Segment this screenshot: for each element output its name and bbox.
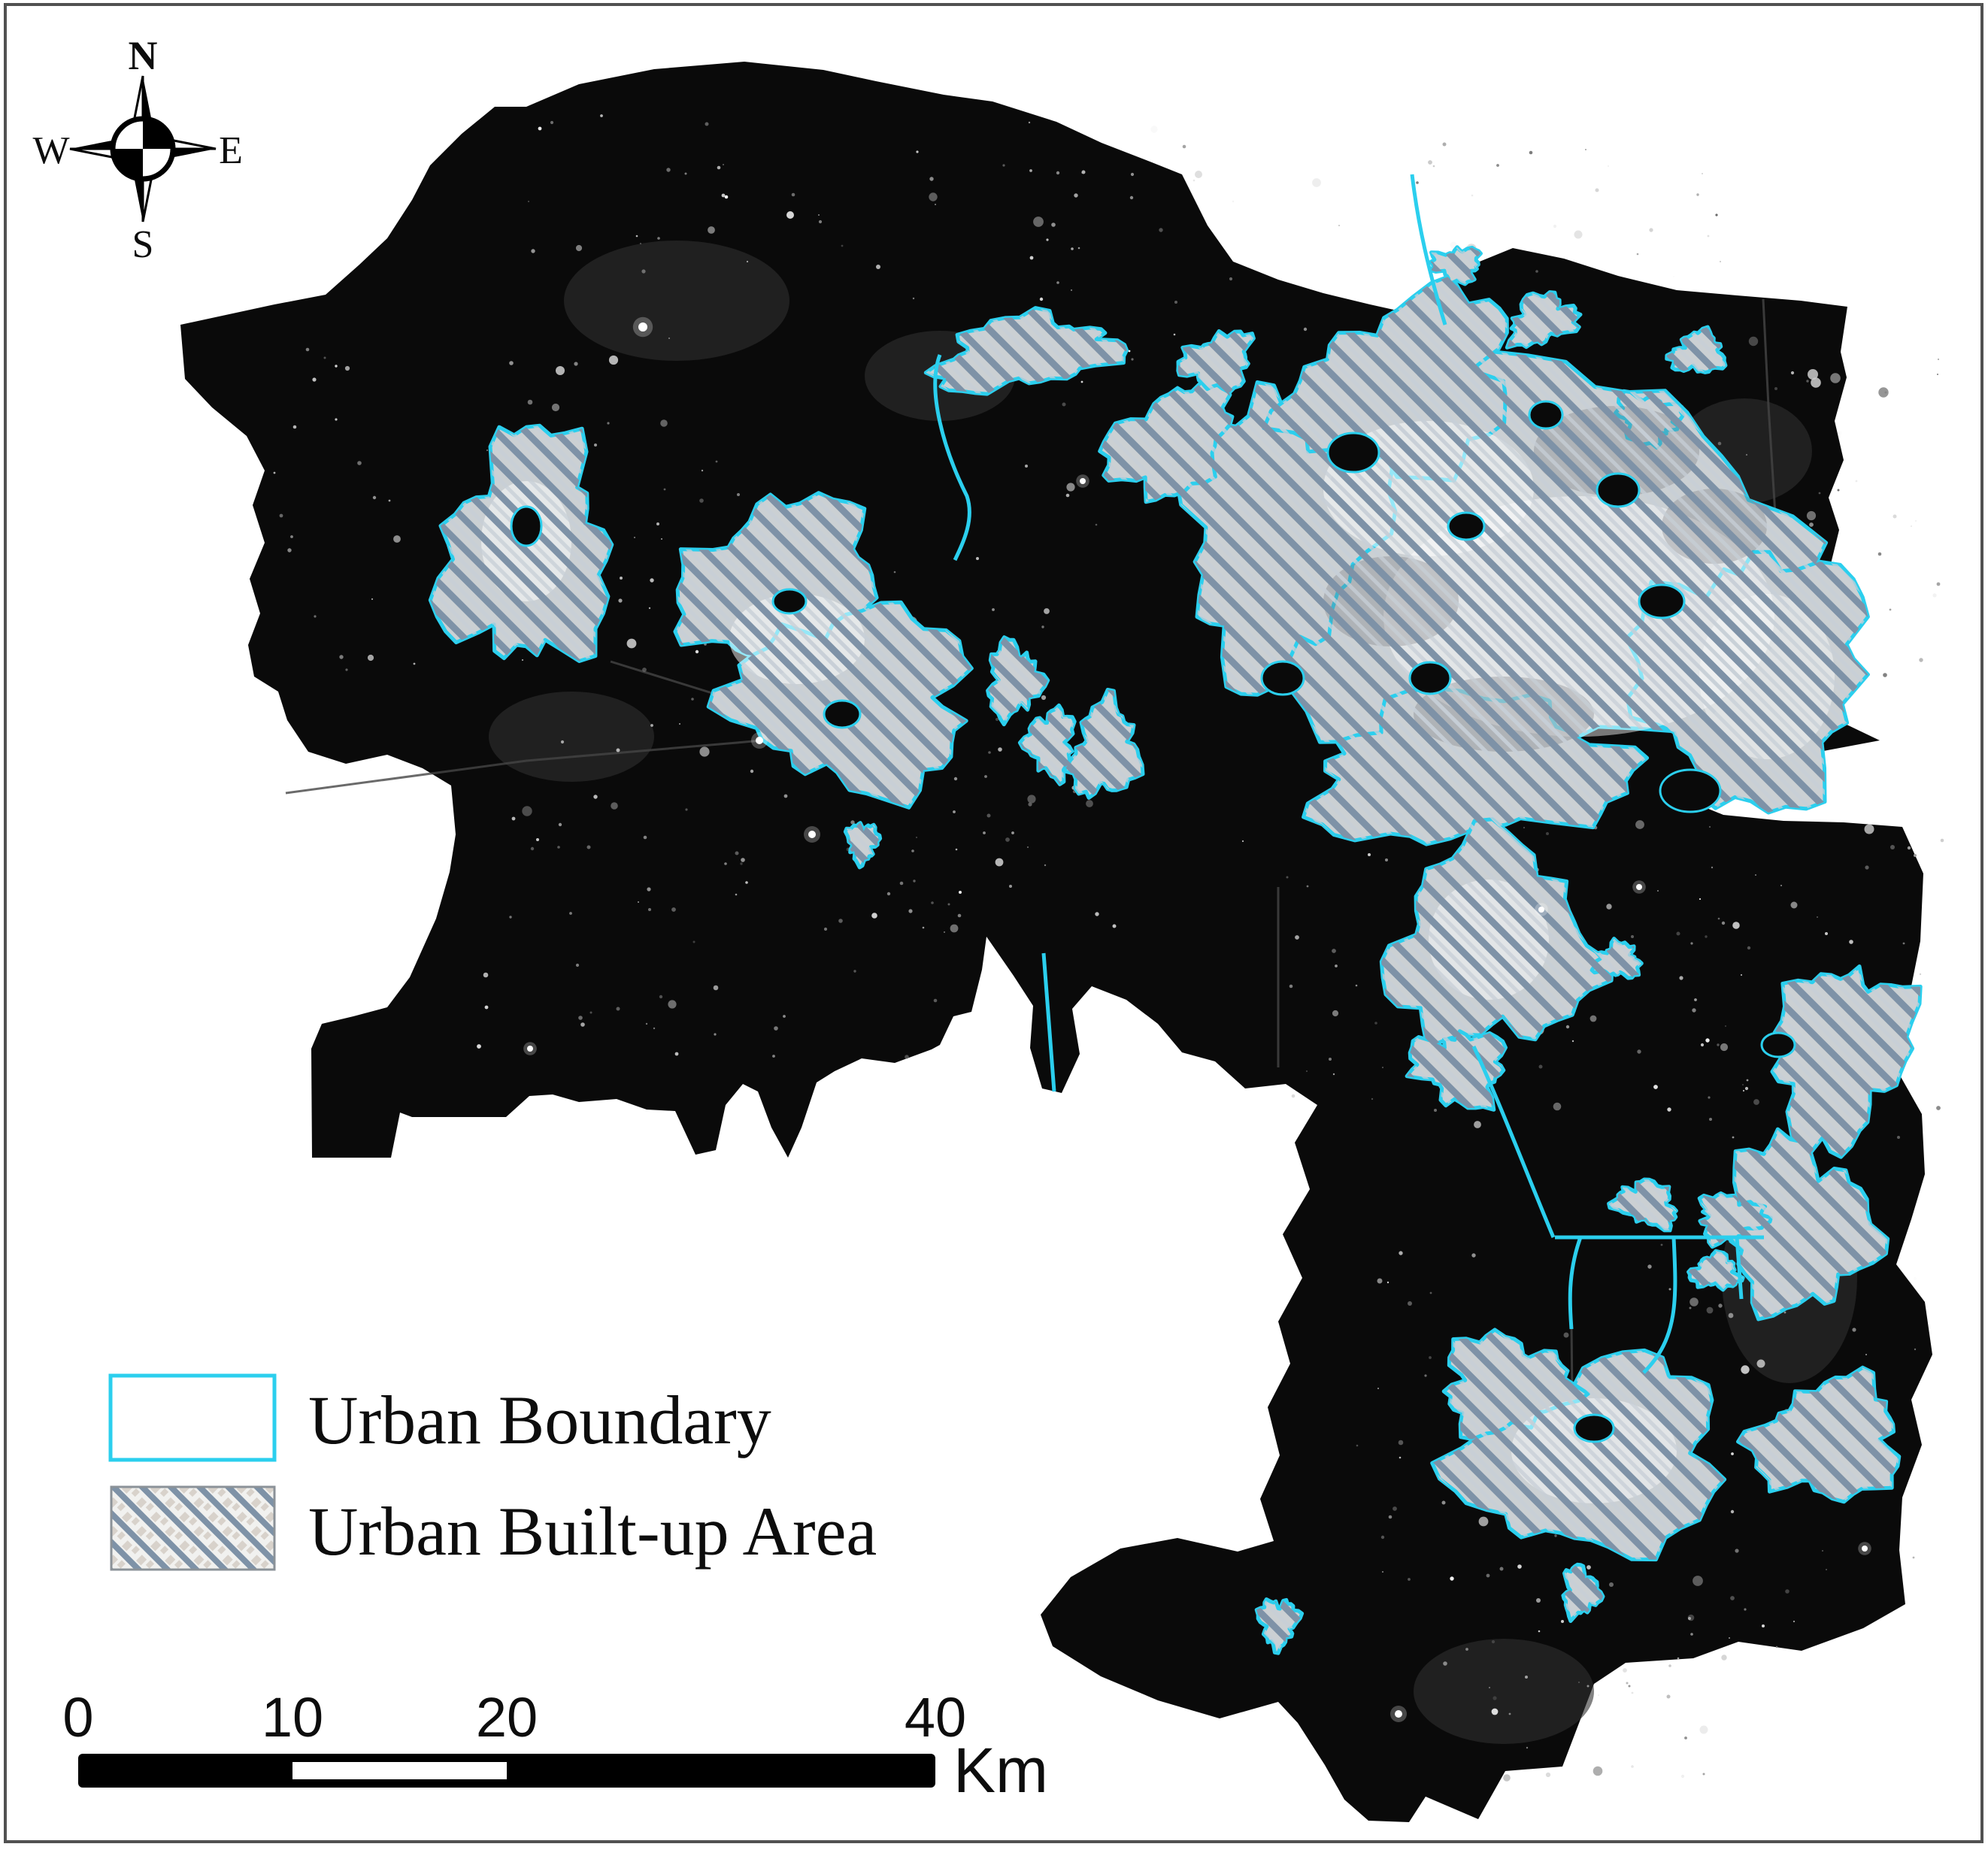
- urban-boundary-line: [1471, 1045, 1556, 1238]
- legend-label-urban-built-up-area: Urban Built-up Area: [308, 1493, 877, 1570]
- compass-rose-icon: N E S W: [32, 33, 242, 266]
- urban-boundary-line: [1041, 952, 1056, 1092]
- urban-area-holes: [510, 400, 1796, 1443]
- scale-bar-white-segment: [292, 1762, 507, 1779]
- urban-hatch-overlays: [430, 247, 1921, 1654]
- urban-boundary-line: [1735, 1237, 1744, 1300]
- urban-boundary-line: [1568, 1237, 1583, 1330]
- legend-label-urban-boundary: Urban Boundary: [308, 1382, 771, 1458]
- legend: Urban Boundary Urban Built-up Area: [108, 1373, 877, 1571]
- urban-boundary-line: [1410, 174, 1447, 325]
- scale-tick-0: 0: [62, 1686, 93, 1748]
- urban-boundary-line: [933, 354, 971, 562]
- compass-east-label: E: [219, 129, 243, 172]
- scale-tick-20: 20: [476, 1686, 538, 1748]
- figure-frame: [4, 3, 1983, 1843]
- legend-swatch-urban-built-up-area: [110, 1485, 276, 1571]
- compass-south-label: S: [132, 223, 154, 266]
- scale-bar: 0 10 20 40 Km: [62, 1686, 1048, 1806]
- bright-dots-layer: [523, 316, 1871, 1722]
- compass-north-label: N: [129, 33, 158, 78]
- urban-boundary-lines: [933, 174, 1764, 1374]
- legend-swatch-urban-boundary: [108, 1373, 277, 1462]
- scale-unit-label: Km: [953, 1735, 1048, 1806]
- urban-boundary-line: [1642, 1237, 1677, 1374]
- scale-tick-40: 40: [905, 1686, 966, 1748]
- compass-west-label: W: [32, 129, 69, 172]
- scale-tick-10: 10: [262, 1686, 323, 1748]
